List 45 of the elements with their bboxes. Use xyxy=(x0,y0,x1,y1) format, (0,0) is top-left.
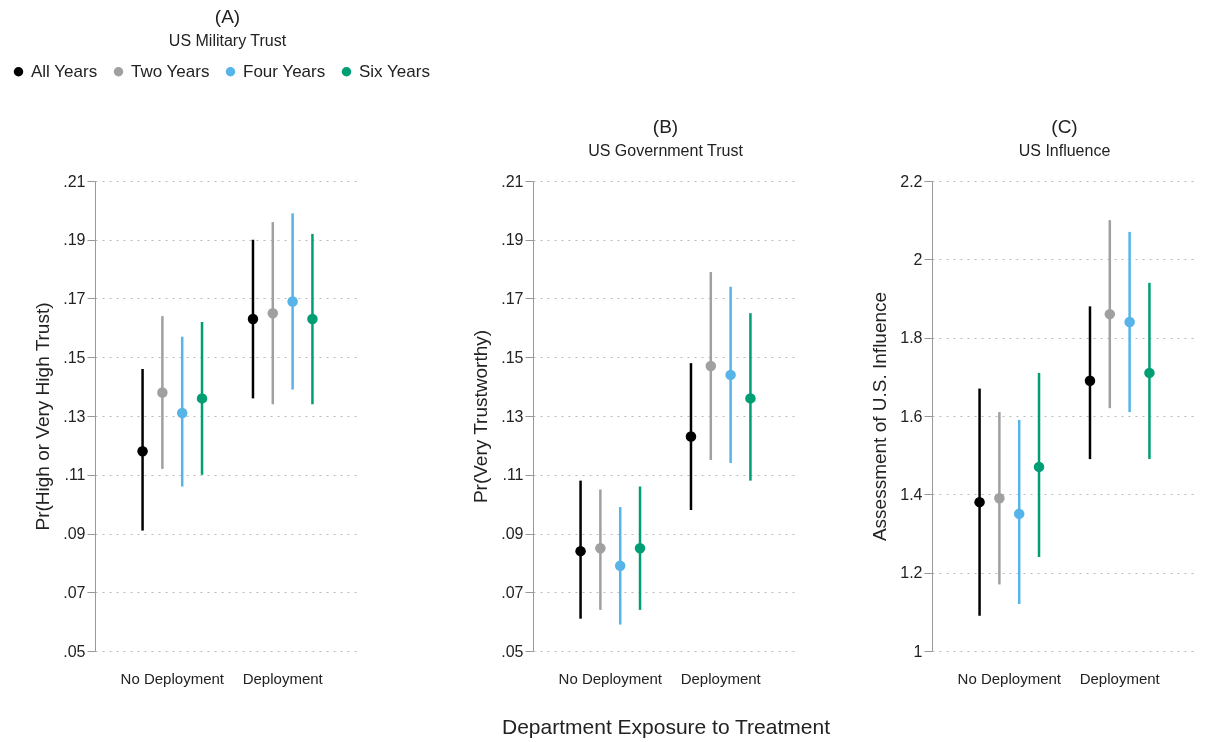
y-tick-label: 1.8 xyxy=(900,329,923,347)
legend-label: Two Years xyxy=(131,61,210,81)
y-tick-label: .11 xyxy=(64,466,86,484)
chart-subtitle: US Military Trust xyxy=(168,32,287,49)
x-tick-label: Deployment xyxy=(680,669,762,687)
legend-label: All Years xyxy=(31,61,98,81)
y-tick-label: .15 xyxy=(63,348,86,366)
y-tick-label: .13 xyxy=(501,407,524,425)
y-tick-label: .19 xyxy=(501,231,524,249)
y-tick-label: 1.2 xyxy=(900,564,923,582)
x-tick-label: Deployment xyxy=(242,669,324,687)
x-tick-label: No Deployment xyxy=(558,669,663,687)
y-tick-label: .05 xyxy=(501,642,524,660)
legend-label: Four Years xyxy=(243,61,326,81)
y-tick-label: 1 xyxy=(913,642,923,660)
y-tick-label: .19 xyxy=(63,231,86,249)
y-tick-label: .13 xyxy=(63,407,86,425)
y-tick-label: 1.4 xyxy=(900,485,923,503)
y-tick-label: .05 xyxy=(63,642,86,660)
y-tick-label: 2.2 xyxy=(900,172,923,190)
y-tick-label: .21 xyxy=(63,172,86,190)
legend-label: Six Years xyxy=(359,61,430,81)
y-tick-label: .09 xyxy=(63,525,86,542)
y-axis-title: Pr(High or Very High Trust) xyxy=(32,302,54,531)
y-tick-label: .21 xyxy=(501,172,524,190)
y-tick-label: .17 xyxy=(501,290,524,307)
chart-title: (C) xyxy=(1051,116,1078,137)
chart-title: (B) xyxy=(652,116,679,137)
y-tick-label: 2 xyxy=(913,250,923,268)
y-tick-label: .07 xyxy=(63,583,86,601)
y-tick-label: .07 xyxy=(501,583,524,601)
chart-subtitle: US Government Trust xyxy=(588,142,744,159)
x-axis-title: Department Exposure to Treatment xyxy=(502,714,831,738)
y-axis-title: Assessment of U.S. Influence xyxy=(869,291,891,542)
x-tick-label: No Deployment xyxy=(120,669,225,687)
y-axis-title: Pr(Very Trustworthy) xyxy=(470,329,492,504)
chart-title: (A) xyxy=(214,6,241,27)
y-tick-label: .11 xyxy=(502,466,524,484)
x-tick-label: No Deployment xyxy=(957,669,1062,687)
y-tick-label: 1.6 xyxy=(900,407,923,425)
y-tick-label: .09 xyxy=(501,525,524,542)
chart-subtitle: US Influence xyxy=(1018,142,1111,159)
y-tick-label: .17 xyxy=(63,290,86,307)
y-tick-label: .15 xyxy=(501,348,524,366)
x-tick-label: Deployment xyxy=(1079,669,1161,687)
